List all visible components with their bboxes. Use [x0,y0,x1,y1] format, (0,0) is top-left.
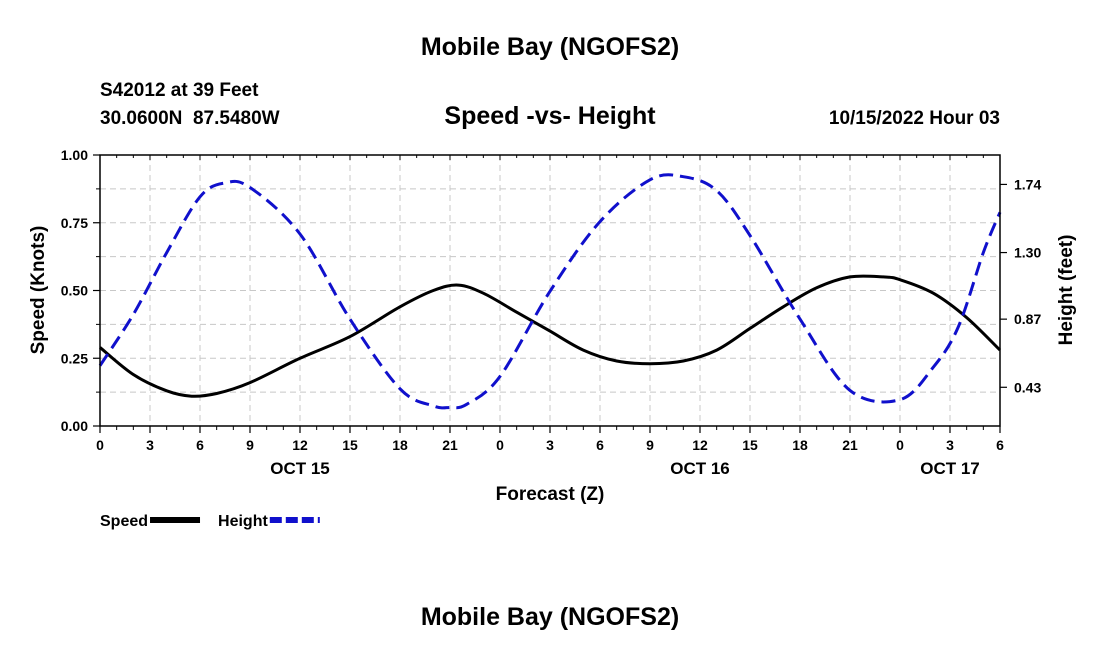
legend: Speed Height [100,513,320,530]
legend-label-speed: Speed [100,513,148,530]
grid-lines [100,155,1000,426]
y-right-tick-label: 0.43 [1014,379,1041,395]
x-tick-label: 0 [896,437,904,453]
x-tick-label: 0 [496,437,504,453]
forecast-date-label: 10/15/2022 Hour 03 [829,108,1000,129]
x-tick-label: 3 [146,437,154,453]
x-tick-label: 9 [646,437,654,453]
y-left-tick-label: 0.75 [61,215,88,231]
chart-title: Mobile Bay (NGOFS2) [421,33,679,61]
x-tick-label: 15 [742,437,758,453]
x-date-label: OCT 17 [920,459,980,478]
x-date-label: OCT 15 [270,459,330,478]
x-tick-label: 18 [392,437,408,453]
y-right-tick-label: 1.74 [1014,176,1041,192]
y-left-tick-label: 0.00 [61,418,88,434]
x-tick-label: 6 [596,437,604,453]
station-label: S42012 at 39 Feet [100,80,259,101]
y-right-tick-label: 0.87 [1014,311,1041,327]
y-left-tick-label: 0.50 [61,283,88,299]
x-tick-label: 12 [292,437,308,453]
x-date-label: OCT 16 [670,459,730,478]
series-line-height [98,173,1002,410]
y-right-tick-label: 1.30 [1014,245,1041,261]
x-tick-label: 21 [442,437,458,453]
x-axis-label: Forecast (Z) [496,484,605,505]
x-tick-label: 21 [842,437,858,453]
x-tick-label: 3 [546,437,554,453]
x-tick-label: 6 [996,437,1004,453]
x-tick-label: 0 [96,437,104,453]
y-axis-right-label: Height (feet) [1056,235,1077,346]
axes: 0 3 6 9 12 15 18 21 0 3 6 9 12 15 18 21 0 3 6 OCT 15 OCT 16 O… [61,147,1042,478]
x-tick-label: 15 [342,437,358,453]
series-layer [98,173,1002,410]
legend-label-height: Height [218,513,268,530]
footer-title: Mobile Bay (NGOFS2) [421,603,679,631]
chart-subtitle: Speed -vs- Height [444,102,656,130]
y-left-tick-label: 1.00 [61,147,88,163]
y-left-tick-label: 0.25 [61,350,88,366]
x-tick-label: 6 [196,437,204,453]
x-tick-label: 12 [692,437,708,453]
x-tick-label: 18 [792,437,808,453]
x-tick-label: 3 [946,437,954,453]
coordinates-label: 30.0600N 87.5480W [100,108,280,129]
series-line-speed [99,274,1002,398]
y-axis-left-label: Speed (Knots) [28,226,49,355]
x-tick-label: 9 [246,437,254,453]
